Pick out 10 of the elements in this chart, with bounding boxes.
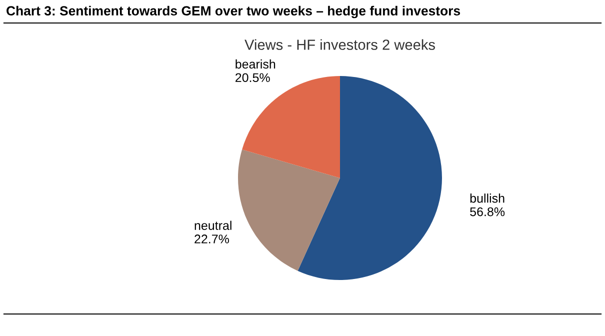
data-label: 56.8% [470,207,505,216]
pie-slice [238,150,340,271]
chart-title: Chart 3: Sentiment towards GEM over two weeks – hedge fund investors [6,6,460,18]
data-label: 20.5% [236,73,270,82]
pie-slice [298,76,442,280]
data-label: 22.7% [194,234,229,244]
slice-label: neutral [194,220,232,230]
slice-label: bearish [236,59,276,69]
chart-subtitle: Views - HF investors 2 weeks [244,39,435,50]
slice-label: bullish [470,194,504,203]
